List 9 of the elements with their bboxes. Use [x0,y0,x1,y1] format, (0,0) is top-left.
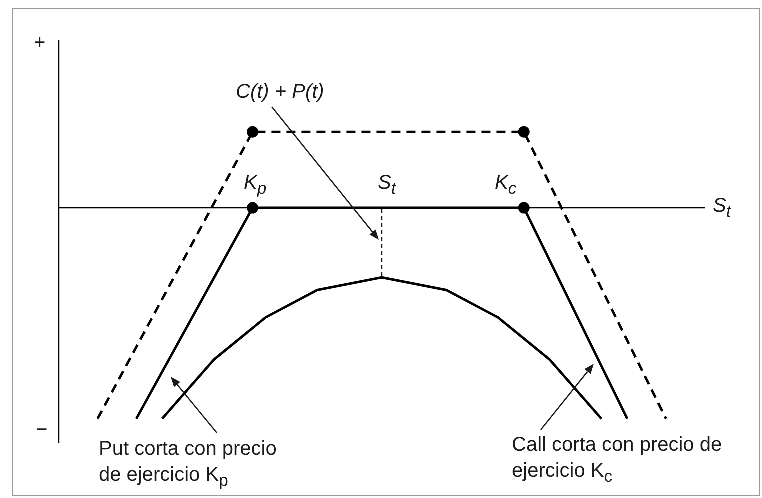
text: − [36,418,48,443]
text: + [34,31,46,56]
text: Call corta con precio de ejercicio K$_{c}$ [512,433,724,488]
annotation: K$_{c}$ [495,171,517,200]
x-axis-title: S$_{t}$ [713,194,731,223]
text: C(t) + P(t) [236,80,324,105]
text: Put corta con precio de ejercicio K$_{p}$ [99,437,278,492]
annotation: K$_{p}$ [244,171,267,200]
annotation: S$_{t}$ [378,171,396,200]
